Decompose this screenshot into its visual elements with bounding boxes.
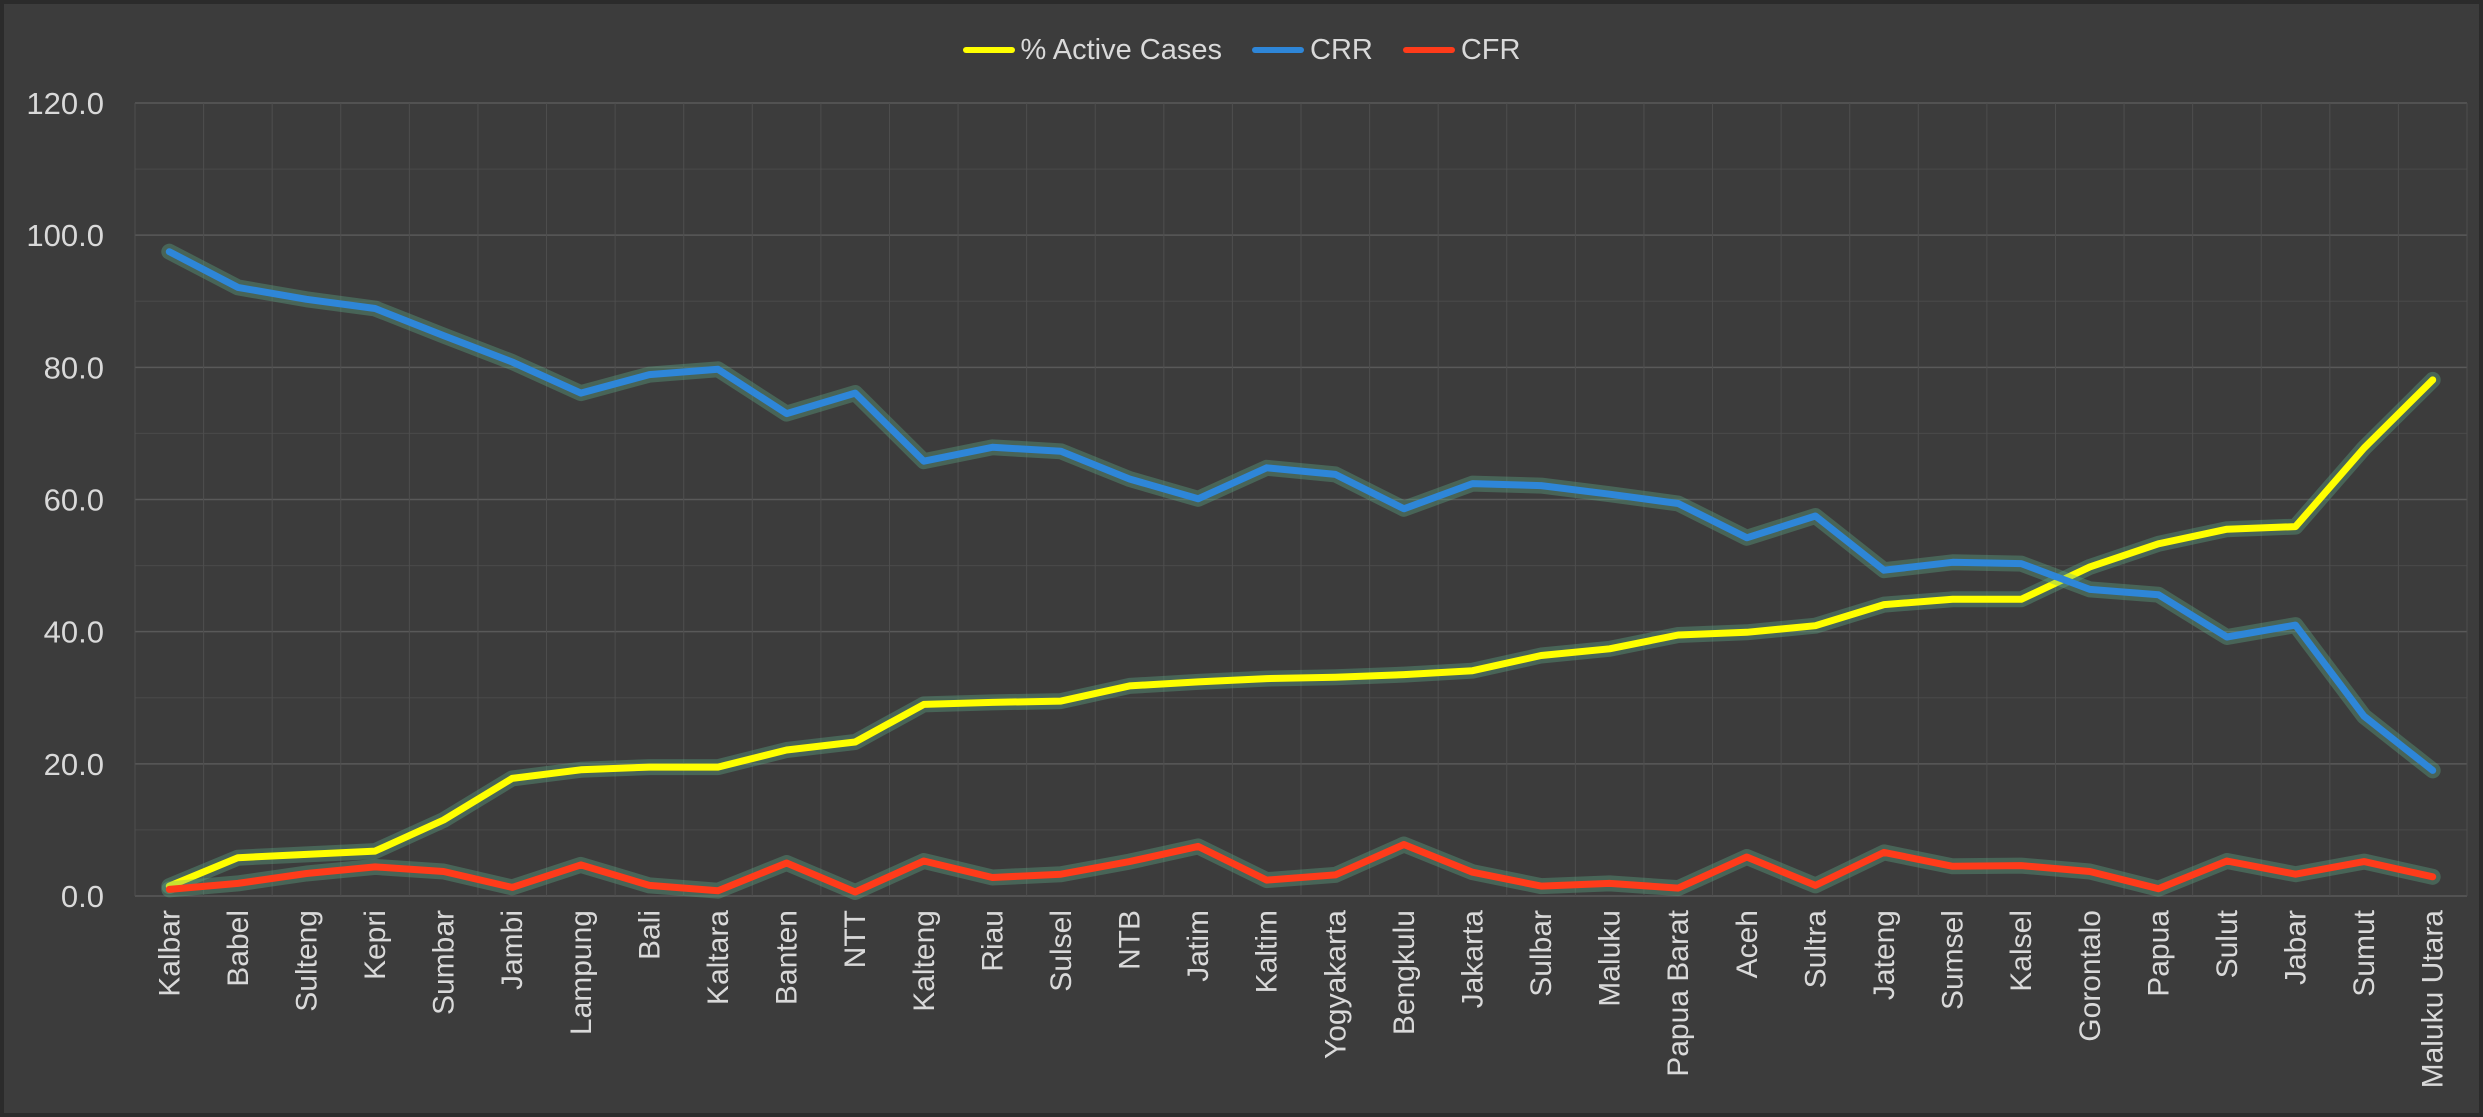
x-tick-label: Kalsel [2005,910,2038,992]
x-tick-label: Bengkulu [1388,910,1421,1035]
x-tick-label: Sulteng [290,910,323,1012]
y-tick-label: 100.0 [26,218,104,253]
legend-swatch-active-cases [962,47,1015,53]
x-tick-label: Bali [633,910,666,960]
x-tick-label: NTB [1114,910,1147,970]
line-chart: 0.0 20.0 40.0 60.0 80.0 100.0 120.0 Kalbar Babe… [26,86,2468,1088]
gridlines [134,102,2468,897]
series-line-1 [165,248,2437,774]
x-tick-label: Sumsel [1937,910,1970,1010]
x-tick-label: Babel [222,910,255,987]
x-tick-label: Jakarta [1456,910,1489,1009]
x-tick-label: Jatim [1182,910,1215,982]
y-tick-label: 0.0 [61,879,104,914]
x-tick-label: Sulbar [1525,910,1558,997]
x-axis-ticks: Kalbar Babel Sulteng Kepri Sumbar Jambi Lampun… [153,909,2449,1088]
x-tick-label: Jabar [2280,910,2313,985]
legend-item-crr: CRR [1252,30,1373,70]
series-line-2 [165,841,2437,896]
x-tick-label: Maluku Utara [2417,910,2450,1089]
x-tick-label: Kepri [359,910,392,980]
x-tick-label: Kalteng [908,910,941,1012]
y-tick-label: 40.0 [44,615,104,650]
x-tick-label: Lampung [565,910,598,1035]
x-tick-label: Sumbar [428,910,461,1015]
x-tick-label: Riau [976,910,1009,972]
legend: % Active Cases CRR CFR [4,30,2479,70]
x-tick-label: Papua [2142,910,2175,997]
x-tick-label: Gorontalo [2074,910,2107,1042]
y-axis-ticks: 0.0 20.0 40.0 60.0 80.0 100.0 120.0 [26,86,104,914]
x-tick-label: Aceh [1731,910,1764,978]
x-tick-label: Jateng [1868,910,1901,1000]
x-tick-label: Yogyakarta [1319,910,1352,1059]
x-tick-label: Kaltim [1251,910,1284,993]
y-tick-label: 60.0 [44,483,104,518]
legend-item-cfr: CFR [1402,30,1521,70]
x-tick-label: Sulut [2211,909,2244,978]
series-lines [161,243,2441,900]
x-tick-label: Sulsel [1045,910,1078,992]
y-tick-label: 80.0 [44,350,104,385]
x-tick-label: Banten [771,910,804,1005]
x-tick-label: Sumut [2348,909,2381,996]
x-tick-label: Jambi [496,910,529,990]
x-tick-label: Kaltara [702,910,735,1005]
series-line-0 [165,376,2437,890]
legend-label-active-cases: % Active Cases [1020,34,1223,66]
legend-label-crr: CRR [1310,34,1373,66]
x-tick-label: Papua Barat [1662,909,1695,1076]
legend-label-cfr: CFR [1460,34,1521,66]
x-tick-label: Kalbar [153,910,186,997]
legend-item-active-cases: % Active Cases [962,30,1223,70]
y-tick-label: 20.0 [44,747,104,782]
x-tick-label: Maluku [1594,910,1627,1007]
legend-swatch-crr [1252,47,1305,53]
x-tick-label: NTT [839,910,872,968]
x-tick-label: Sultra [1799,910,1832,989]
legend-swatch-cfr [1402,47,1455,53]
chart-container: % Active Cases CRR CFR 0.0 20.0 40.0 60.0 80… [4,4,2479,1113]
y-tick-label: 120.0 [26,86,104,121]
